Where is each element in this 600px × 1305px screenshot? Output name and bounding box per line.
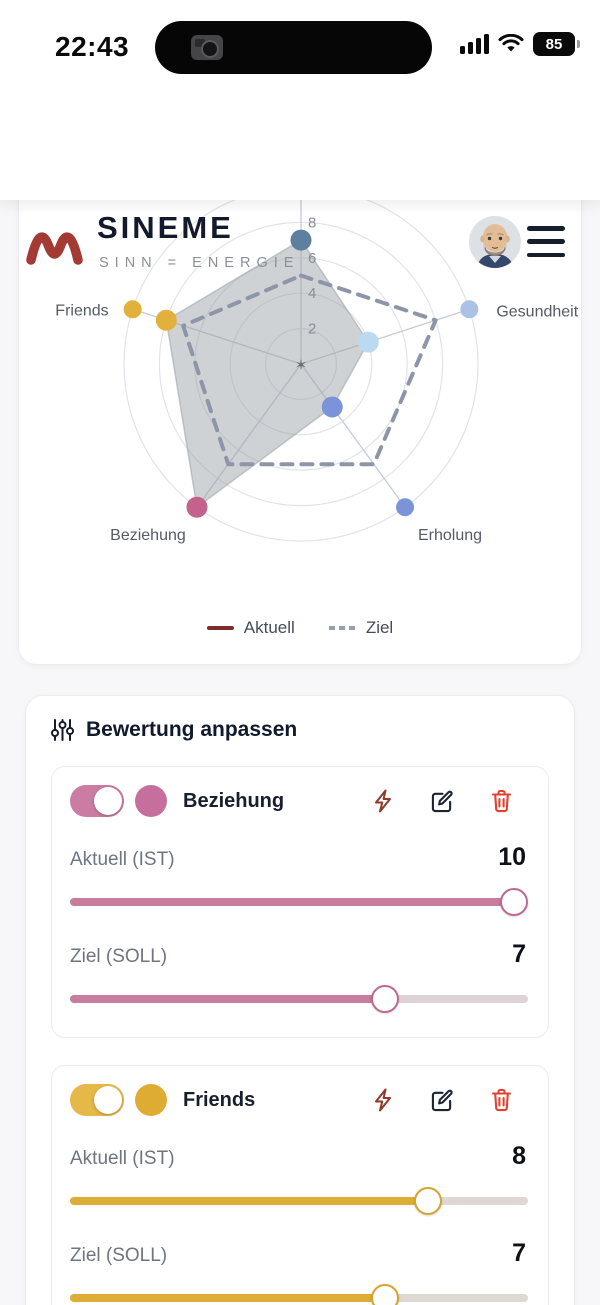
svg-text:Friends: Friends [55,302,108,319]
soll-value: 7 [512,1239,526,1267]
adjust-ratings-card: Bewertung anpassen Beziehung [25,695,575,1305]
category-label: Beziehung [183,789,285,812]
toggle-knob [94,787,122,815]
category-color-dot [135,1084,167,1116]
slider-fill [70,1197,435,1205]
legend-label: Aktuell [243,618,295,637]
slider-thumb[interactable] [500,888,528,916]
trash-icon[interactable] [490,1088,512,1112]
svg-text:Erholung: Erholung [418,527,482,544]
category-toggle[interactable] [70,785,124,817]
dynamic-island [155,21,432,74]
aktuell-line-swatch [206,625,234,631]
legend-item-ziel: Ziel [328,618,394,638]
slider-thumb[interactable] [414,1187,442,1215]
slider-fill [70,995,392,1003]
ist-slider[interactable] [70,1187,528,1215]
svg-text:8: 8 [308,214,316,231]
soll-label: Ziel (SOLL) [70,946,168,967]
svg-text:Beziehung: Beziehung [110,527,186,544]
battery-indicator: 85 [533,32,580,56]
ist-label: Aktuell (IST) [70,1148,175,1169]
wifi-icon [498,34,524,52]
sliders-icon [51,719,74,741]
svg-text:6: 6 [308,250,316,267]
slider-thumb[interactable] [371,985,399,1013]
toggle-knob [94,1086,122,1114]
category-label: Friends [183,1088,256,1111]
lightning-icon[interactable] [372,1088,394,1112]
ist-value: 8 [512,1142,526,1170]
svg-text:2: 2 [308,321,316,338]
chart-legend: Aktuell Ziel [19,618,581,638]
soll-slider[interactable] [70,1284,528,1305]
edit-icon[interactable] [431,1089,453,1111]
sineme-logo-icon [26,232,83,265]
app-tagline: SINN = ENERGIE [99,255,300,271]
soll-slider[interactable] [70,985,528,1013]
ist-slider[interactable] [70,888,528,916]
category-color-dot [135,785,167,817]
radar-chart: 2 4 6 8 ✶ Gesundheit Erholung Beziehung Friends [55,178,579,544]
ziel-line-swatch [328,626,356,630]
slider-fill [70,898,521,906]
status-bar: 22:43 85 [0,0,600,95]
soll-label: Ziel (SOLL) [70,1245,168,1266]
lightning-icon[interactable] [372,789,394,813]
slider-fill [70,1294,392,1302]
svg-text:✶: ✶ [295,357,308,374]
rating-item-card: Beziehung [51,766,549,1038]
trash-icon[interactable] [490,789,512,813]
legend-item-aktuell: Aktuell [206,618,295,638]
edit-icon[interactable] [431,790,453,812]
ist-label: Aktuell (IST) [70,849,175,870]
rating-item-card: Friends A [51,1065,549,1305]
adjust-card-title: Bewertung anpassen [86,718,298,741]
menu-button[interactable] [527,226,565,257]
radar-chart-card: 2 4 6 8 ✶ Gesundheit Erholung Beziehung Friends … [18,140,582,665]
profile-avatar[interactable] [469,216,521,268]
legend-label: Ziel [365,618,394,637]
app-title: SINEME [97,210,234,245]
cellular-signal-icon [459,34,489,54]
clock: 22:43 [55,31,130,62]
ist-value: 10 [498,843,526,871]
svg-text:4: 4 [308,285,316,302]
slider-thumb[interactable] [371,1284,399,1305]
camera-icon [191,35,223,60]
category-toggle[interactable] [70,1084,124,1116]
svg-text:Gesundheit: Gesundheit [496,303,578,320]
soll-value: 7 [512,940,526,968]
app-header: SINEME SINN = ENERGIE [0,95,600,271]
